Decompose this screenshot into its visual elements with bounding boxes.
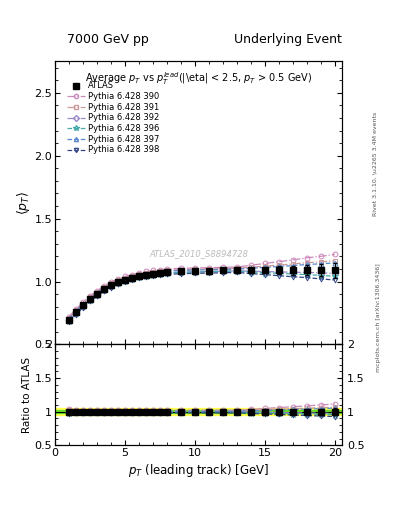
Text: Average $p_T$ vs $p_T^{lead}$(|\eta| < 2.5, $p_T$ > 0.5 GeV): Average $p_T$ vs $p_T^{lead}$(|\eta| < 2… — [85, 70, 312, 87]
Text: Underlying Event: Underlying Event — [234, 33, 342, 46]
Bar — [55, 411, 342, 413]
Text: mcplots.cern.ch [arXiv:1306.3436]: mcplots.cern.ch [arXiv:1306.3436] — [376, 263, 381, 372]
Y-axis label: $\langle p_T \rangle$: $\langle p_T \rangle$ — [15, 191, 32, 215]
Bar — [55, 409, 342, 415]
Legend: ATLAS, Pythia 6.428 390, Pythia 6.428 391, Pythia 6.428 392, Pythia 6.428 396, P: ATLAS, Pythia 6.428 390, Pythia 6.428 39… — [65, 80, 161, 156]
Text: Rivet 3.1.10, \u2265 3.4M events: Rivet 3.1.10, \u2265 3.4M events — [373, 112, 378, 216]
Y-axis label: Ratio to ATLAS: Ratio to ATLAS — [22, 357, 32, 433]
Text: 7000 GeV pp: 7000 GeV pp — [67, 33, 149, 46]
X-axis label: $p_T$ (leading track) [GeV]: $p_T$ (leading track) [GeV] — [128, 462, 269, 479]
Text: ATLAS_2010_S8894728: ATLAS_2010_S8894728 — [149, 249, 248, 259]
